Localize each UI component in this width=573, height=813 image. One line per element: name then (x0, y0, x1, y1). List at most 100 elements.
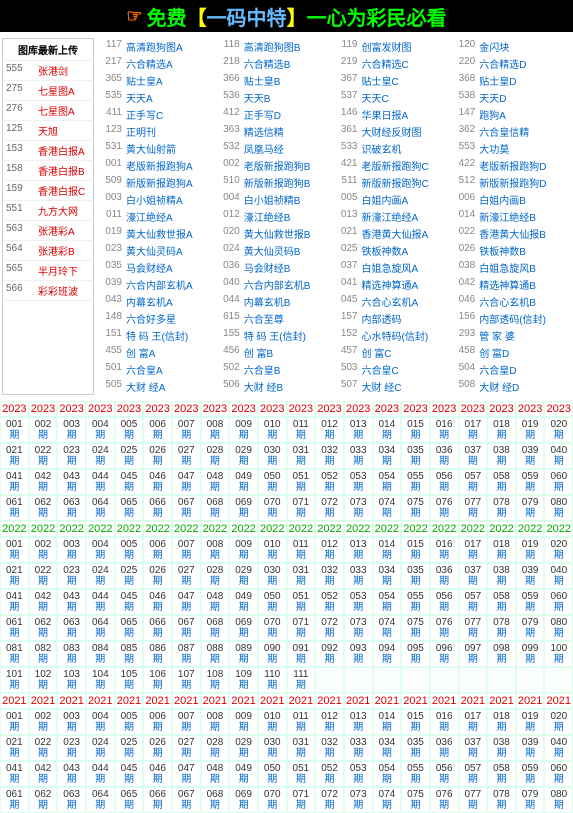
issue-link[interactable]: 065期 (115, 495, 144, 521)
issue-link[interactable]: 036期 (430, 563, 459, 589)
grid-link[interactable]: 511新版新报跑狗C (336, 174, 454, 191)
issue-link[interactable]: 052期 (315, 761, 344, 787)
issue-link[interactable]: 026期 (143, 735, 172, 761)
issue-link[interactable]: 014期 (373, 709, 402, 735)
grid-link[interactable]: 155特 码 王(信封) (218, 327, 336, 344)
issue-link[interactable]: 003期 (57, 417, 86, 443)
issue-link[interactable]: 046期 (143, 469, 172, 495)
issue-link[interactable]: 010期 (258, 537, 287, 563)
issue-link[interactable]: 028期 (201, 735, 230, 761)
issue-link[interactable]: 036期 (430, 735, 459, 761)
issue-link[interactable]: 038期 (487, 563, 516, 589)
sidebar-link[interactable]: 七星图A (35, 81, 93, 100)
issue-link[interactable]: 023期 (57, 563, 86, 589)
issue-link[interactable]: 091期 (287, 641, 316, 667)
issue-link[interactable]: 072期 (315, 615, 344, 641)
issue-link[interactable]: 056期 (430, 469, 459, 495)
grid-link[interactable]: 023黄大仙灵码A (100, 242, 218, 259)
grid-link[interactable]: 533识破玄机 (336, 140, 454, 157)
issue-link[interactable]: 026期 (143, 563, 172, 589)
grid-link[interactable]: 361大财经反财图 (336, 123, 454, 140)
grid-link[interactable]: 501六合皇A (100, 361, 218, 378)
issue-link[interactable]: 019期 (516, 417, 545, 443)
issue-link[interactable]: 062期 (29, 615, 58, 641)
issue-link[interactable]: 071期 (287, 787, 316, 813)
issue-link[interactable]: 034期 (373, 735, 402, 761)
issue-link[interactable]: 011期 (287, 417, 316, 443)
issue-link[interactable]: 030期 (258, 563, 287, 589)
sidebar-item[interactable]: 555张港剑 (3, 61, 93, 81)
issue-link[interactable]: 003期 (57, 537, 86, 563)
issue-link[interactable]: 049期 (229, 761, 258, 787)
issue-link[interactable]: 080期 (544, 615, 573, 641)
grid-link[interactable]: 535天天A (100, 89, 218, 106)
issue-link[interactable]: 094期 (373, 641, 402, 667)
grid-link[interactable]: 003白小姐祯精A (100, 191, 218, 208)
issue-link[interactable]: 006期 (143, 709, 172, 735)
issue-link[interactable]: 060期 (544, 589, 573, 615)
sidebar-item[interactable]: 276七星图A (3, 101, 93, 121)
issue-link[interactable]: 089期 (229, 641, 258, 667)
issue-link[interactable]: 040期 (544, 443, 573, 469)
grid-link[interactable]: 532凤凰马经 (218, 140, 336, 157)
issue-link[interactable]: 092期 (315, 641, 344, 667)
grid-link[interactable]: 362六合皇信精 (453, 123, 571, 140)
grid-link[interactable]: 152心水特码(信封) (336, 327, 454, 344)
grid-link[interactable]: 005白姐内画A (336, 191, 454, 208)
issue-link[interactable]: 026期 (143, 443, 172, 469)
issue-link[interactable]: 075期 (401, 615, 430, 641)
grid-link[interactable]: 043内幕玄机A (100, 293, 218, 310)
issue-link[interactable]: 090期 (258, 641, 287, 667)
issue-link[interactable]: 034期 (373, 563, 402, 589)
issue-link[interactable]: 072期 (315, 495, 344, 521)
sidebar-link[interactable]: 彩彩班波 (35, 281, 93, 300)
grid-link[interactable]: 157内部透码 (336, 310, 454, 327)
grid-link[interactable]: 117高清跑狗图A (100, 38, 218, 55)
issue-link[interactable]: 049期 (229, 469, 258, 495)
grid-link[interactable]: 421老版新报跑狗C (336, 157, 454, 174)
issue-link[interactable]: 029期 (229, 735, 258, 761)
issue-link[interactable]: 041期 (0, 469, 29, 495)
grid-link[interactable]: 039六合内部玄机A (100, 276, 218, 293)
issue-link[interactable]: 019期 (516, 709, 545, 735)
issue-link[interactable]: 039期 (516, 563, 545, 589)
issue-link[interactable]: 075期 (401, 787, 430, 813)
grid-link[interactable]: 024黄大仙灵码B (218, 242, 336, 259)
sidebar-link[interactable]: 九方大网 (35, 201, 93, 220)
issue-link[interactable]: 015期 (401, 417, 430, 443)
issue-link[interactable]: 052期 (315, 589, 344, 615)
issue-link[interactable]: 022期 (29, 563, 58, 589)
sidebar-item[interactable]: 159香港白报C (3, 181, 93, 201)
sidebar-link[interactable]: 香港白报B (35, 161, 93, 180)
grid-link[interactable]: 036马会财经B (218, 259, 336, 276)
grid-link[interactable]: 147跑狗A (453, 106, 571, 123)
issue-link[interactable]: 102期 (29, 667, 58, 693)
issue-link[interactable]: 064期 (86, 615, 115, 641)
grid-link[interactable]: 507大财 经C (336, 378, 454, 395)
issue-link[interactable]: 071期 (287, 495, 316, 521)
grid-link[interactable]: 012濠江绝经B (218, 208, 336, 225)
grid-link[interactable]: 019黄大仙救世报A (100, 225, 218, 242)
issue-link[interactable]: 059期 (516, 589, 545, 615)
issue-link[interactable]: 042期 (29, 761, 58, 787)
sidebar-link[interactable]: 香港白报A (35, 141, 93, 160)
issue-link[interactable]: 031期 (287, 735, 316, 761)
grid-link[interactable]: 368贴士皇D (453, 72, 571, 89)
issue-link[interactable]: 009期 (229, 417, 258, 443)
issue-link[interactable]: 077期 (459, 615, 488, 641)
grid-link[interactable]: 014新濠江绝经B (453, 208, 571, 225)
issue-link[interactable]: 057期 (459, 761, 488, 787)
grid-link[interactable]: 022香港黄大仙报B (453, 225, 571, 242)
grid-link[interactable]: 038白姐急旋风B (453, 259, 571, 276)
issue-link[interactable]: 048期 (201, 589, 230, 615)
issue-link[interactable]: 046期 (143, 761, 172, 787)
issue-link[interactable]: 010期 (258, 417, 287, 443)
issue-link[interactable]: 073期 (344, 615, 373, 641)
grid-link[interactable]: 020黄大仙救世报B (218, 225, 336, 242)
grid-link[interactable]: 504六合皇D (453, 361, 571, 378)
issue-link[interactable]: 029期 (229, 563, 258, 589)
issue-link[interactable]: 073期 (344, 787, 373, 813)
grid-link[interactable]: 037白姐急旋风A (336, 259, 454, 276)
issue-link[interactable]: 093期 (344, 641, 373, 667)
grid-link[interactable]: 013新濠江绝经A (336, 208, 454, 225)
